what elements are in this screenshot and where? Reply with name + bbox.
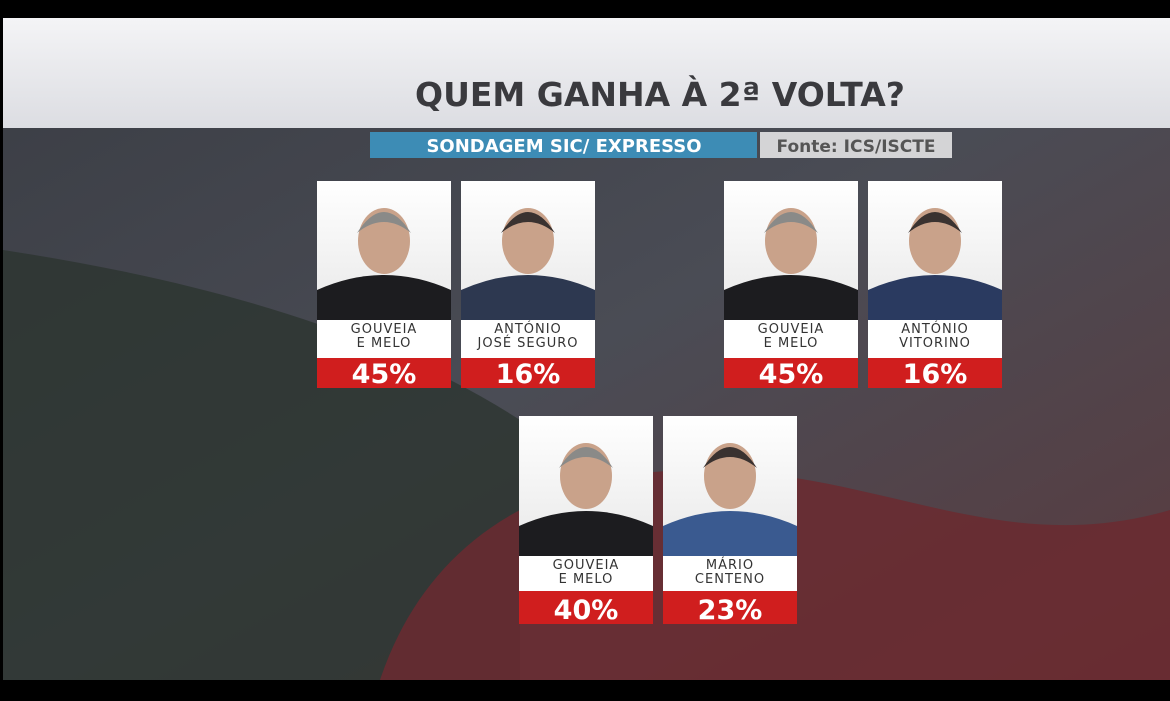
name-box [663,556,797,591]
candidate-name: VITORINO [899,336,971,351]
portrait-body [519,511,653,556]
candidate-name: JOSÉ SEGURO [477,335,579,351]
candidate-name: CENTENO [695,572,765,587]
name-box [519,556,653,591]
subtitle: SONDAGEM SIC/ EXPRESSO [426,136,701,157]
name-box [724,320,858,358]
source-box [760,132,952,158]
percent-box [724,358,858,388]
percent: 16% [903,359,968,390]
subtitle-bar [370,132,757,158]
portrait-body [317,275,451,320]
candidate-name: ANTÓNIO [901,321,969,337]
portrait-body [461,275,595,320]
candidate-name: ANTÓNIO [494,321,562,337]
candidate-name: E MELO [764,336,819,351]
name-box [317,320,451,358]
name-box [461,320,595,358]
candidate-name: GOUVEIA [758,322,825,337]
portrait-hair [559,447,613,468]
percent-box [663,591,797,624]
source: Fonte: ICS/ISCTE [777,137,936,157]
title: QUEM GANHA À 2ª VOLTA? [415,74,905,114]
portrait-hair [764,212,818,233]
portrait-body [868,275,1002,320]
percent: 16% [496,359,561,390]
percent-box [461,358,595,388]
portrait-body [724,275,858,320]
percent-box [868,358,1002,388]
name-box [868,320,1002,358]
portrait-hair [703,447,757,468]
portrait-hair [908,212,962,233]
portrait-hair [501,212,555,233]
percent-box [519,591,653,624]
percent: 23% [698,595,763,626]
portrait-body [663,511,797,556]
candidate-name: E MELO [357,336,412,351]
percent-box [317,358,451,388]
portrait-hair [357,212,411,233]
percent: 45% [759,359,824,390]
percent: 40% [554,595,619,626]
candidate-name: MÁRIO [706,557,754,573]
percent: 45% [352,359,417,390]
candidate-name: GOUVEIA [351,322,418,337]
candidate-name: GOUVEIA [553,558,620,573]
top-band [3,18,1170,128]
candidate-name: E MELO [559,572,614,587]
